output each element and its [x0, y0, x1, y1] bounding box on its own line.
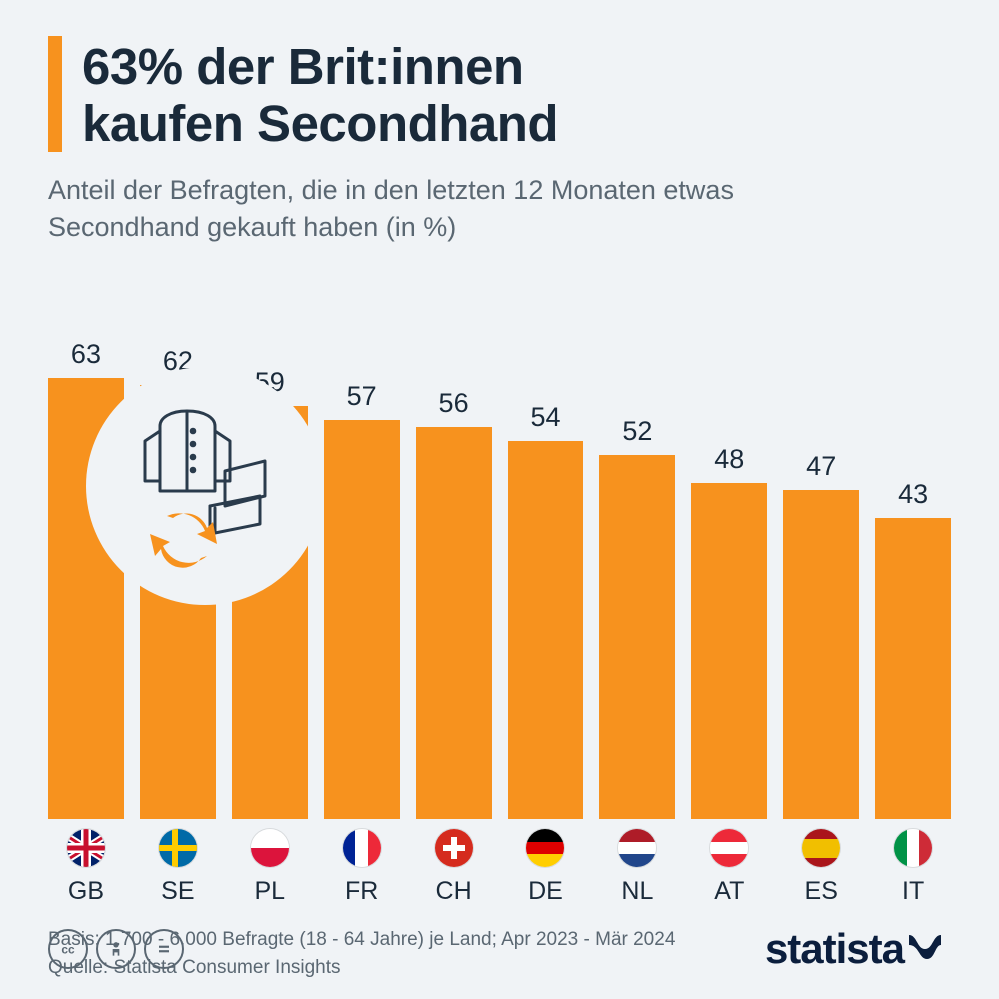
bar-column: 47: [783, 451, 859, 819]
country-code: GB: [68, 877, 104, 906]
secondhand-illustration: [86, 367, 324, 605]
bar: [783, 490, 859, 819]
bar-value: 56: [439, 388, 469, 419]
bar: [508, 441, 584, 819]
bar-value: 43: [898, 479, 928, 510]
infographic-container: 63% der Brit:innen kaufen Secondhand Ant…: [0, 0, 999, 999]
secondhand-icon: [115, 396, 295, 576]
flag-fr-icon: [343, 829, 381, 867]
bar-chart: 63 62 59 57 56 54 52 48 47 43: [48, 289, 951, 819]
country-cell: CH: [416, 829, 492, 906]
country-cell: DE: [508, 829, 584, 906]
flag-ch-icon: [435, 829, 473, 867]
country-cell: FR: [324, 829, 400, 906]
country-cell: SE: [140, 829, 216, 906]
bar-value: 47: [806, 451, 836, 482]
bar-column: 54: [508, 402, 584, 819]
equals-glyph: [154, 939, 174, 959]
license-badges: cc: [48, 929, 184, 969]
bar-value: 63: [71, 339, 101, 370]
bar-column: 48: [691, 444, 767, 819]
flag-pl-icon: [251, 829, 289, 867]
country-code: FR: [345, 877, 378, 906]
flag-es-icon: [802, 829, 840, 867]
title-line-2: kaufen Secondhand: [82, 95, 558, 152]
flag-at-icon: [710, 829, 748, 867]
flag-de-icon: [526, 829, 564, 867]
bar: [691, 483, 767, 819]
bar-value: 57: [347, 381, 377, 412]
title-row: 63% der Brit:innen kaufen Secondhand: [48, 36, 951, 152]
flag-it-icon: [894, 829, 932, 867]
footer-row: cc statista: [48, 925, 951, 973]
cc-icon: cc: [48, 929, 88, 969]
page-title: 63% der Brit:innen kaufen Secondhand: [82, 38, 558, 152]
title-line-1: 63% der Brit:innen: [82, 38, 524, 95]
bar-column: 57: [324, 381, 400, 819]
accent-bar: [48, 36, 62, 152]
country-code: IT: [902, 877, 924, 906]
subtitle: Anteil der Befragten, die in den letzten…: [48, 172, 828, 245]
country-axis: GB SE PL FR CH DE NL AT ES IT: [48, 829, 951, 906]
bar-value: 48: [714, 444, 744, 475]
country-cell: PL: [232, 829, 308, 906]
country-code: CH: [436, 877, 472, 906]
country-cell: GB: [48, 829, 124, 906]
bar-value: 52: [622, 416, 652, 447]
flag-nl-icon: [618, 829, 656, 867]
by-icon: [96, 929, 136, 969]
brand-text: statista: [765, 925, 904, 973]
country-cell: ES: [783, 829, 859, 906]
country-cell: NL: [599, 829, 675, 906]
country-cell: IT: [875, 829, 951, 906]
bar: [416, 427, 492, 819]
cc-glyph: cc: [57, 938, 79, 960]
nd-icon: [144, 929, 184, 969]
bar-column: 52: [599, 416, 675, 819]
bar-column: 43: [875, 479, 951, 819]
country-code: DE: [528, 877, 563, 906]
bar: [324, 420, 400, 819]
country-cell: AT: [691, 829, 767, 906]
bar-column: 56: [416, 388, 492, 819]
svg-text:cc: cc: [61, 943, 75, 957]
statista-wave-icon: [907, 929, 951, 969]
country-code: NL: [621, 877, 653, 906]
flag-se-icon: [159, 829, 197, 867]
title-block: 63% der Brit:innen kaufen Secondhand: [82, 36, 558, 152]
person-glyph: [106, 939, 126, 959]
country-code: SE: [161, 877, 194, 906]
bar-value: 54: [530, 402, 560, 433]
country-code: ES: [805, 877, 838, 906]
country-code: PL: [254, 877, 285, 906]
flag-gb-icon: [67, 829, 105, 867]
statista-logo: statista: [765, 925, 951, 973]
country-code: AT: [714, 877, 744, 906]
bar: [599, 455, 675, 819]
bar: [875, 518, 951, 819]
